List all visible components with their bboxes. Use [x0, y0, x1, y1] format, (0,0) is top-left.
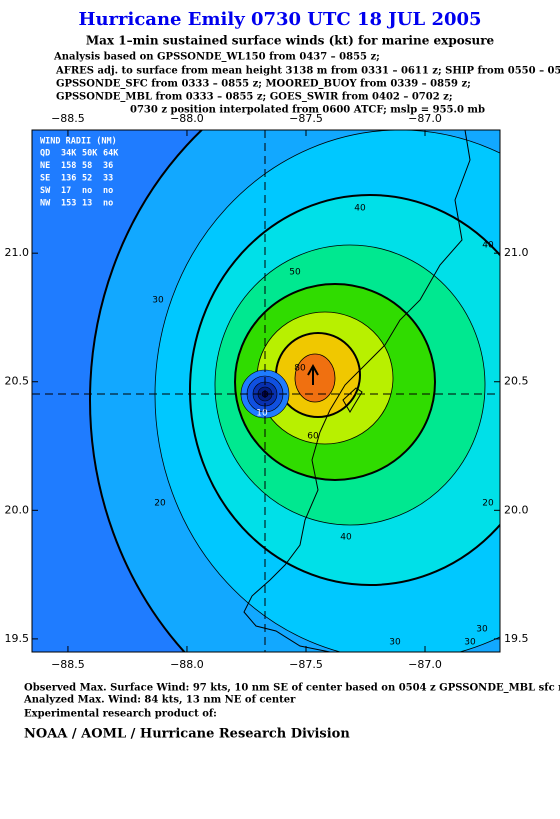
- overlay: [32, 130, 500, 652]
- x-tick-label: −88.0: [170, 658, 204, 671]
- island: [342, 387, 363, 413]
- radii-cell: 58: [82, 161, 92, 171]
- radii-cell: 33: [103, 174, 113, 184]
- y-tick-label: 20.5: [504, 375, 529, 388]
- motion-arrow: [307, 363, 319, 385]
- y-tick-label: 19.5: [5, 632, 30, 645]
- title: Hurricane Emily 0730 UTC 18 JUL 2005: [78, 9, 481, 30]
- y-tick-label: 21.0: [5, 246, 30, 259]
- contour-label: 40: [354, 204, 366, 214]
- contour-label: 40: [482, 241, 494, 251]
- contour-label: 30: [389, 638, 401, 648]
- radii-cell: SW: [40, 186, 51, 196]
- contour-label: 50: [289, 268, 301, 278]
- radii-title: WIND RADII (NM): [40, 137, 117, 147]
- contour-label: 80: [294, 364, 306, 374]
- analysis-line: GPSSONDE_MBL from 0333 – 0855 z; GOES_SW…: [56, 92, 453, 103]
- radii-cell: 36: [103, 161, 113, 171]
- contour-region: [294, 353, 336, 403]
- note: Observed Max. Surface Wind: 97 kts, 10 n…: [24, 683, 560, 694]
- wind-radii-table: WIND RADII (NM) QD 34K 50K 64K NE 158 58 36 SE 136…: [40, 137, 119, 209]
- radii-cell: 136: [61, 174, 76, 184]
- contour-label: 60: [307, 432, 319, 442]
- contour-label: 10: [256, 409, 268, 419]
- contour-label: 20: [482, 499, 494, 509]
- subtitle: Max 1–min sustained surface winds (kt) f…: [86, 34, 495, 48]
- analysis-line: GPSSONDE_SFC from 0333 – 0855 z; MOORED_…: [56, 79, 471, 90]
- contour-label: 40: [340, 533, 352, 543]
- y-tick-label: 20.0: [504, 503, 529, 516]
- y-tick-label: 20.0: [5, 503, 30, 516]
- radii-cell: NW: [40, 199, 51, 209]
- radii-cell: 153: [61, 199, 76, 209]
- radii-cell: no: [82, 186, 92, 196]
- plot-frame: [31, 129, 501, 653]
- x-tick-label: −87.0: [408, 658, 442, 671]
- radii-cell: 52: [82, 174, 92, 184]
- contour-label: 30: [476, 625, 488, 635]
- x-tick-label: −88.0: [170, 112, 204, 125]
- analysis-line: AFRES adj. to surface from mean height 3…: [55, 66, 560, 77]
- credit: NOAA / AOML / Hurricane Research Divisio…: [24, 727, 350, 742]
- note: Analyzed Max. Wind: 84 kts, 13 nm NE of …: [23, 695, 296, 706]
- y-tick-label: 20.5: [5, 375, 30, 388]
- x-tick-label: −87.0: [408, 112, 442, 125]
- x-tick-label: −88.5: [51, 112, 85, 125]
- y-tick-label: 19.5: [504, 632, 529, 645]
- radii-cell: NE: [40, 161, 50, 171]
- note: Experimental research product of:: [24, 709, 217, 720]
- radii-cell: 34K: [61, 149, 77, 159]
- analysis-line: Analysis based on GPSSONDE_WL150 from 04…: [53, 52, 380, 63]
- radii-cell: SE: [40, 174, 50, 184]
- contour-label: 30: [464, 638, 476, 648]
- radii-cell: 64K: [103, 149, 119, 159]
- radii-cell: 13: [82, 199, 92, 209]
- radii-cell: no: [103, 186, 113, 196]
- contour-label: 30: [152, 296, 164, 306]
- analysis-line: 0730 z position interpolated from 0600 A…: [130, 105, 485, 116]
- y-tick-label: 21.0: [504, 246, 529, 259]
- radii-cell: 17: [61, 186, 71, 196]
- radii-cell: 158: [61, 161, 76, 171]
- contour-label: 20: [154, 499, 166, 509]
- coastline: [243, 130, 471, 652]
- radii-cell: QD: [40, 149, 50, 159]
- x-tick-label: −87.5: [289, 112, 323, 125]
- x-tick-label: −88.5: [51, 658, 85, 671]
- radii-cell: 50K: [82, 149, 98, 159]
- radii-cell: no: [103, 199, 113, 209]
- x-tick-label: −87.5: [289, 658, 323, 671]
